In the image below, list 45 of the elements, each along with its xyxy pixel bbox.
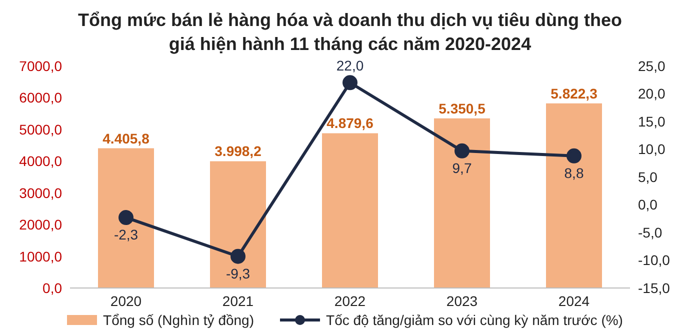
y2-tick-label: 5,0 [638,168,658,185]
data-label: 5.822,3 [550,85,598,102]
point [566,148,582,164]
y-tick-label: 3000,0 [19,184,62,201]
point [454,143,470,158]
data-label: -9,3 [226,265,250,282]
y2-tick-label: 0,0 [638,196,658,213]
y2-tick-label: -5,0 [638,224,662,240]
data-label: -2,3 [114,226,138,243]
bar [322,133,378,288]
y-tick-label: 7000,0 [19,58,62,74]
data-label: 4.879,6 [326,115,374,132]
y-tick-label: 4000,0 [19,153,62,170]
y2-tick-label: 20,0 [638,86,666,102]
bar [546,103,602,288]
chart-title: Tổng mức bán lẻ hàng hóa và doanh thu dịch vụ tiêu dùng theo giá hiện hành 11 tháng các năm 2020-2024 [76,9,624,56]
y-tick-label: 0,0 [42,280,62,296]
y-tick-label: 2000,0 [19,216,62,233]
data-label: 5.350,5 [438,100,486,116]
point [230,248,246,264]
legend-label: Tổng số (Nghìn tỷ đồng) [103,312,254,328]
data-label: 22,0 [336,58,364,74]
bar [210,161,266,288]
data-label: 4.405,8 [102,130,150,146]
legend-label: Tốc độ tăng/giảm so với cùng kỳ năm trước (%) [326,312,623,328]
y2-tick-label: -10,0 [638,252,670,268]
y2-tick-label: 25,0 [638,58,666,74]
y-tick-label: 1000,0 [19,248,62,264]
x-tick-label: 2022 [334,292,366,309]
y2-tick-label: -15,0 [638,280,670,296]
x-tick-label: 2021 [222,292,254,309]
y-tick-label: 5000,0 [19,121,62,138]
point [342,75,358,90]
x-tick-label: 2023 [446,292,478,309]
x-tick-label: 2020 [110,292,142,309]
data-label: 3.998,2 [214,143,262,160]
bar [434,118,490,288]
y2-tick-label: 10,0 [638,141,666,158]
y-tick-label: 6000,0 [19,90,62,106]
data-label: 8,8 [564,164,584,181]
data-label: 9,7 [452,160,472,176]
x-tick-label: 2024 [558,292,590,309]
point [118,210,134,226]
y2-tick-label: 15,0 [638,113,666,130]
bar [98,148,154,288]
